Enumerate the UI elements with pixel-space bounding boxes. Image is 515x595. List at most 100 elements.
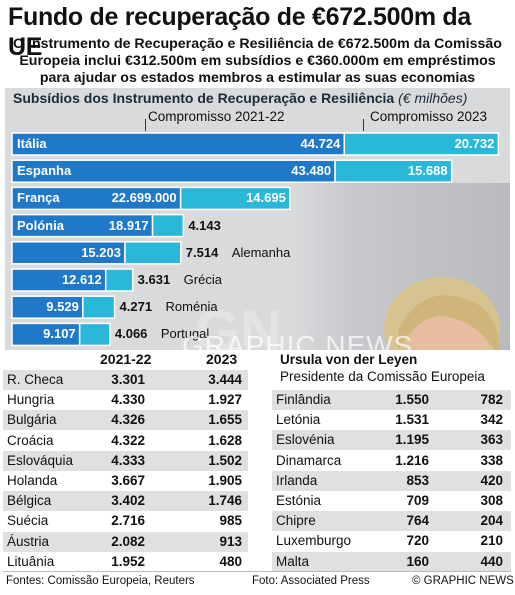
right-table-value-2021: 764 bbox=[406, 513, 429, 529]
table-header-2021: 2021-22 bbox=[100, 351, 152, 367]
bar-chart bbox=[11, 132, 500, 347]
left-table-country: Bulgária bbox=[7, 412, 57, 428]
footer-divider bbox=[3, 571, 511, 572]
bar-value-2021-7: 9.107 bbox=[43, 326, 76, 342]
chart-panel: GN Subsídios dos Instrumento de Recupera… bbox=[5, 88, 510, 350]
page-title: Fundo de recuperação de €672.500m da UE bbox=[8, 3, 472, 61]
subtitle: O Instrumento de Recuperação e Resiliênc… bbox=[0, 36, 515, 87]
legend-tick-2021 bbox=[145, 119, 146, 131]
left-table-country: Áustria bbox=[7, 533, 50, 549]
bar-value-2023-7: 4.066 bbox=[114, 326, 148, 342]
bar-value-2023-1: 15.688 bbox=[407, 163, 448, 179]
right-table-row: Estónia 709 308 bbox=[272, 491, 511, 511]
left-table-row: Croácia 4.322 1.628 bbox=[3, 431, 248, 451]
left-table-value-2021: 3.402 bbox=[111, 493, 145, 509]
left-table-country: Suécia bbox=[7, 513, 49, 529]
right-table-value-2021: 1.216 bbox=[395, 452, 429, 468]
left-table-value-2023: 480 bbox=[219, 553, 242, 569]
left-table-value-2023: 1.655 bbox=[208, 412, 242, 428]
bar-value-2023-4: 7.514 bbox=[185, 244, 219, 260]
table-left: R. Checa 3.301 3.444 Hungria 4.330 1.927 Bulgá… bbox=[3, 370, 248, 572]
bar-value-2021-2: 22.699.000 bbox=[111, 190, 177, 206]
right-table-value-2021: 160 bbox=[406, 553, 429, 569]
left-table-value-2023: 1.628 bbox=[208, 432, 242, 448]
left-table-country: R. Checa bbox=[7, 372, 64, 387]
left-table-value-2021: 4.333 bbox=[111, 452, 145, 468]
bar-value-2021-1: 43.480 bbox=[291, 163, 332, 179]
watermark-text: GRAPHIC NEWS bbox=[182, 330, 414, 361]
left-table-row: Hungria 4.330 1.927 bbox=[3, 390, 248, 410]
left-table-row: Holanda 3.667 1.905 bbox=[3, 471, 248, 491]
right-table-row: Luxemburgo 720 210 bbox=[272, 531, 511, 551]
right-table-country: Estónia bbox=[276, 493, 322, 508]
subtitle-line-2: Europeia inclui €312.500m em subsídios e… bbox=[19, 53, 496, 69]
left-table-row: Suécia 2.716 985 bbox=[3, 511, 248, 531]
right-table-row: Letónia 1.531 342 bbox=[272, 410, 511, 430]
left-table-country: Croácia bbox=[7, 432, 54, 448]
right-table-country: Chipre bbox=[276, 513, 316, 529]
right-table-value-2021: 720 bbox=[406, 533, 429, 549]
bar-2023-5 bbox=[104, 268, 134, 292]
bar-2023-6 bbox=[82, 295, 116, 319]
left-table-row: Eslováquia 4.333 1.502 bbox=[3, 450, 248, 471]
bar-2023-1 bbox=[334, 159, 453, 183]
footer-credit: © GRAPHIC NEWS bbox=[412, 575, 514, 587]
right-table-value-2021: 1.550 bbox=[395, 392, 429, 407]
bar-value-2021-6: 9.529 bbox=[46, 299, 79, 315]
left-table-row: Bulgária 4.326 1.655 bbox=[3, 410, 248, 431]
left-table-value-2021: 2.716 bbox=[111, 513, 145, 529]
right-table-value-2023: 308 bbox=[480, 493, 503, 508]
right-table-value-2021: 1.195 bbox=[395, 432, 429, 448]
left-table-value-2021: 4.322 bbox=[111, 432, 145, 448]
right-table-value-2023: 782 bbox=[480, 392, 503, 407]
right-table-country: Malta bbox=[276, 553, 310, 569]
left-table-row: Bélgica 3.402 1.746 bbox=[3, 491, 248, 512]
left-table-value-2023: 3.444 bbox=[208, 372, 242, 387]
subtitle-line-3: para ajudar os estados membros a estimul… bbox=[39, 70, 476, 86]
bar-value-2023-3: 4.143 bbox=[188, 217, 221, 233]
bar-category-1: Espanha bbox=[17, 163, 72, 179]
right-table-country: Irlanda bbox=[276, 472, 318, 488]
table-header-2023: 2023 bbox=[206, 351, 238, 367]
legend-tick-2023 bbox=[363, 119, 364, 131]
left-table-value-2023: 985 bbox=[219, 513, 242, 529]
bar-value-2021-5: 12.612 bbox=[61, 272, 102, 287]
bar-2023-7 bbox=[78, 322, 111, 347]
left-table-value-2021: 3.667 bbox=[111, 473, 145, 488]
chart-heading-text: Subsídios dos Instrumento de Recuperação… bbox=[13, 90, 395, 106]
bar-category-5: Grécia bbox=[183, 272, 222, 287]
left-table-country: Eslováquia bbox=[7, 452, 74, 468]
footer-sources: Fontes: Comissão Europeia, Reuters bbox=[6, 575, 195, 587]
bar-category-0: Itália bbox=[17, 136, 47, 151]
right-table-row: Malta 160 440 bbox=[272, 551, 511, 572]
left-table-value-2021: 4.326 bbox=[111, 412, 145, 428]
watermark-logo: GN bbox=[195, 299, 282, 350]
left-table-row: Lituânia 1.952 480 bbox=[3, 552, 248, 572]
right-table-country: Letónia bbox=[276, 412, 321, 428]
portrait-photo bbox=[384, 277, 500, 350]
right-table-value-2021: 709 bbox=[406, 493, 429, 508]
bar-value-2021-3: 18.917 bbox=[108, 217, 149, 233]
left-table-country: Lituânia bbox=[7, 553, 55, 569]
bar-value-2023-6: 4.271 bbox=[119, 299, 153, 315]
left-table-value-2021: 1.952 bbox=[111, 553, 145, 569]
left-table-value-2021: 4.330 bbox=[111, 392, 145, 408]
right-table-value-2021: 853 bbox=[406, 472, 429, 488]
table-right: Finlândia 1.550 782 Letónia 1.531 342 Eslovéni… bbox=[272, 390, 511, 572]
bar-value-2021-0: 44.724 bbox=[300, 136, 341, 151]
bar-value-2023-0: 20.732 bbox=[454, 136, 495, 151]
right-table-value-2023: 210 bbox=[480, 533, 503, 549]
left-table-country: Holanda bbox=[7, 473, 58, 488]
person-name: Ursula von der Leyen bbox=[280, 352, 418, 367]
footer-photo: Foto: Associated Press bbox=[252, 575, 370, 587]
left-table-row: Áustria 2.082 913 bbox=[3, 531, 248, 552]
right-table-country: Luxemburgo bbox=[276, 533, 352, 549]
left-table-value-2023: 1.905 bbox=[208, 473, 242, 488]
chart-heading: Subsídios dos Instrumento de Recuperação… bbox=[13, 90, 467, 106]
person-caption: Ursula von der Leyen Presidente da Comis… bbox=[280, 351, 485, 385]
right-table-value-2023: 338 bbox=[480, 452, 503, 468]
left-table-row: R. Checa 3.301 3.444 bbox=[3, 370, 248, 390]
left-table-value-2021: 2.082 bbox=[111, 533, 145, 549]
legend-commit-2023: Compromisso 2023 bbox=[370, 109, 488, 124]
subtitle-line-1: O Instrumento de Recuperação e Resiliênc… bbox=[13, 36, 502, 52]
